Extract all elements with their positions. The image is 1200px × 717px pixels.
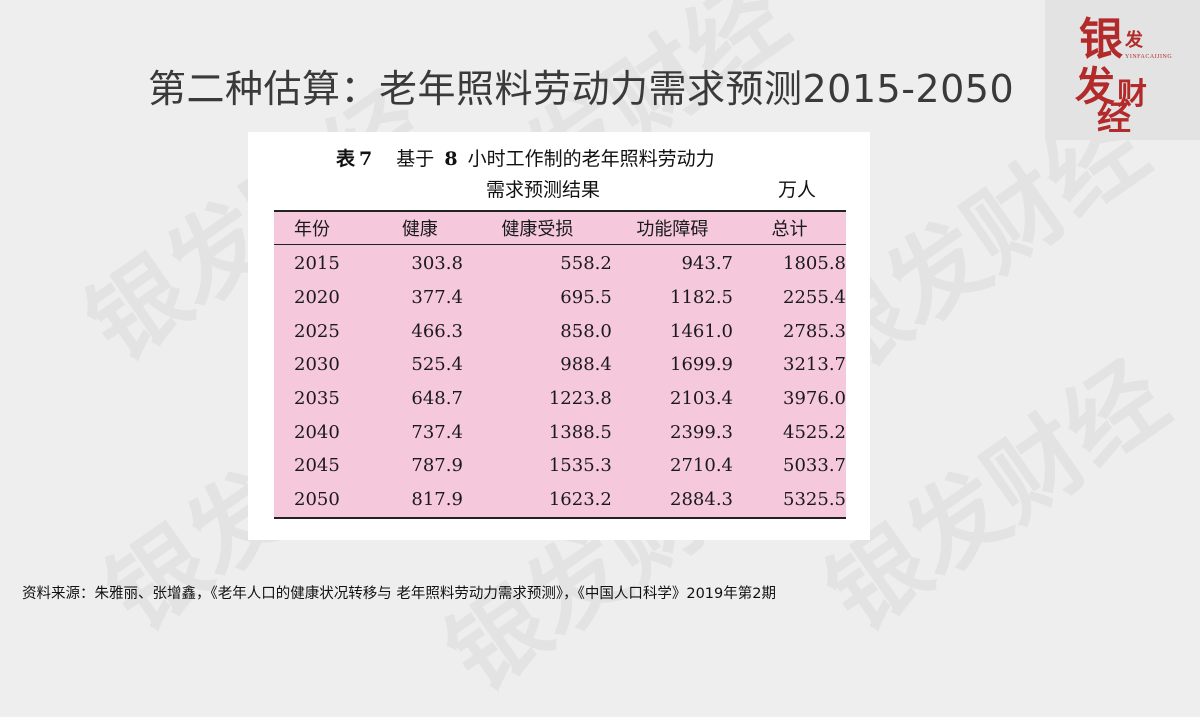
svg-text:发: 发 bbox=[1124, 29, 1144, 51]
table-cell: 695.5 bbox=[462, 280, 612, 315]
table-cell: 737.4 bbox=[376, 415, 463, 450]
table-cell: 5325.5 bbox=[733, 482, 846, 518]
table-cell: 943.7 bbox=[611, 244, 733, 281]
table-cell: 1223.8 bbox=[462, 381, 612, 416]
svg-text:经: 经 bbox=[1097, 99, 1131, 132]
column-header: 健康受损 bbox=[462, 211, 612, 245]
svg-text:发: 发 bbox=[1075, 63, 1115, 110]
table-cell: 2045 bbox=[274, 449, 377, 483]
table-cell: 2025 bbox=[274, 314, 377, 349]
table-cell: 1461.0 bbox=[611, 314, 733, 349]
caption-prefix: 基于 bbox=[396, 148, 435, 170]
caption-hours: 8 bbox=[444, 148, 458, 170]
table-cell: 377.4 bbox=[376, 280, 463, 315]
table-cell: 2030 bbox=[274, 348, 377, 382]
table-row: 2050 817.9 1623.2 2884.3 5325.5 bbox=[274, 482, 846, 518]
logo-mark: 银 发 发 财 经 bbox=[1075, 14, 1147, 132]
source-citation: 资料来源：朱雅丽、张增鑫，《老年人口的健康状况转移与 老年照料劳动力需求预测》，… bbox=[22, 586, 776, 602]
table-cell: 648.7 bbox=[376, 381, 463, 416]
table-header-row: 年份 健康 健康受损 功能障碍 总计 bbox=[274, 211, 846, 245]
svg-text:银: 银 bbox=[1079, 14, 1123, 65]
table-row: 2035 648.7 1223.8 2103.4 3976.0 bbox=[274, 381, 846, 416]
table-cell: 988.4 bbox=[462, 348, 612, 382]
table-row: 2020 377.4 695.5 1182.5 2255.4 bbox=[274, 280, 846, 315]
caption-number: 7 bbox=[359, 148, 373, 170]
table-cell: 2255.4 bbox=[733, 280, 846, 315]
table-cell: 3213.7 bbox=[733, 348, 846, 382]
table-caption-line2: 需求预测结果 bbox=[486, 179, 601, 201]
table-cell: 2040 bbox=[274, 415, 377, 450]
table-cell: 817.9 bbox=[376, 482, 463, 518]
table-cell: 466.3 bbox=[376, 314, 463, 349]
table-unit: 万人 bbox=[778, 179, 817, 201]
table-cell: 2015 bbox=[274, 244, 377, 281]
caption-label: 表 bbox=[336, 148, 356, 170]
table-cell: 2103.4 bbox=[611, 381, 733, 416]
table-cell: 1182.5 bbox=[611, 280, 733, 315]
table-cell: 1805.8 bbox=[733, 244, 846, 281]
table-cell: 1623.2 bbox=[462, 482, 612, 518]
table-cell: 858.0 bbox=[462, 314, 612, 349]
table-row: 2040 737.4 1388.5 2399.3 4525.2 bbox=[274, 415, 846, 450]
column-header: 功能障碍 bbox=[611, 211, 733, 245]
table-cell: 3976.0 bbox=[733, 381, 846, 416]
table-row: 2030 525.4 988.4 1699.9 3213.7 bbox=[274, 348, 846, 382]
svg-text:财: 财 bbox=[1117, 77, 1147, 112]
table-cell: 4525.2 bbox=[733, 415, 846, 450]
table-row: 2015 303.8 558.2 943.7 1805.8 bbox=[274, 244, 846, 281]
table-cell: 303.8 bbox=[376, 244, 463, 281]
table-cell: 2020 bbox=[274, 280, 377, 315]
data-table: 年份 健康 健康受损 功能障碍 总计 2015 303.8 558.2 943.… bbox=[274, 210, 846, 519]
logo-subtitle: YINFACAIJING bbox=[1125, 54, 1173, 60]
table-row: 2045 787.9 1535.3 2710.4 5033.7 bbox=[274, 449, 846, 483]
table-cell: 1388.5 bbox=[462, 415, 612, 450]
table-cell: 1699.9 bbox=[611, 348, 733, 382]
table-cell: 558.2 bbox=[462, 244, 612, 281]
table-cell: 5033.7 bbox=[733, 449, 846, 483]
table-cell: 2710.4 bbox=[611, 449, 733, 483]
column-header: 年份 bbox=[274, 211, 377, 245]
table-cell: 2050 bbox=[274, 482, 377, 518]
table-cell: 2035 bbox=[274, 381, 377, 416]
table-cell: 525.4 bbox=[376, 348, 463, 382]
logo: 银 发 发 财 经 YINFACAIJING bbox=[1045, 0, 1200, 140]
caption-suffix: 小时工作制的老年照料劳动力 bbox=[467, 148, 715, 170]
table-cell: 1535.3 bbox=[462, 449, 612, 483]
column-header: 健康 bbox=[376, 211, 463, 245]
table-cell: 2785.3 bbox=[733, 314, 846, 349]
table-row: 2025 466.3 858.0 1461.0 2785.3 bbox=[274, 314, 846, 349]
table-cell: 2884.3 bbox=[611, 482, 733, 518]
table-cell: 787.9 bbox=[376, 449, 463, 483]
column-header: 总计 bbox=[733, 211, 846, 245]
table-cell: 2399.3 bbox=[611, 415, 733, 450]
page-title: 第二种估算：老年照料劳动力需求预测2015-2050 bbox=[148, 67, 1015, 111]
